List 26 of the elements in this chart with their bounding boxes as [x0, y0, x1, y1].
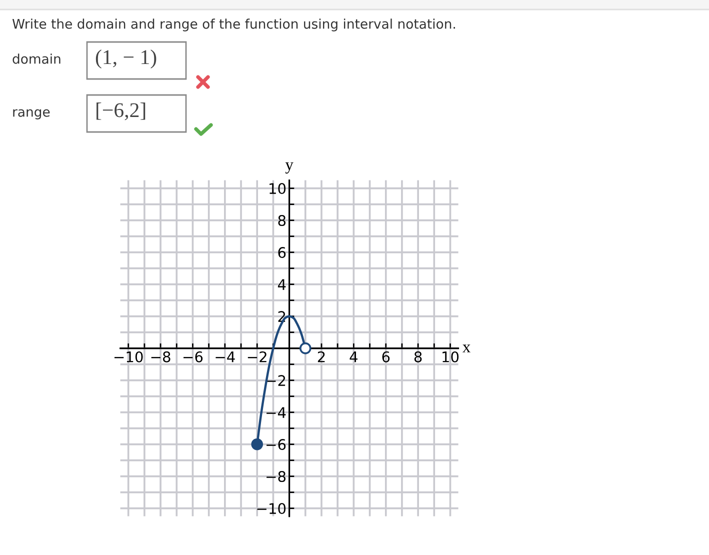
x-tick-label: 8	[414, 351, 422, 362]
text: [−6,2]	[96, 102, 146, 120]
chart-title: Write the domain and range of the function using interval notation.	[12, 18, 455, 32]
x-tick-label: 4	[350, 352, 358, 362]
x-tick-label: 6	[382, 351, 390, 362]
y-tick-label: 4	[278, 279, 286, 290]
x-tick-label: −10	[114, 351, 143, 362]
y-tick-label: −2	[266, 375, 286, 386]
text: domain	[12, 54, 60, 64]
y-axis-title: y	[285, 162, 294, 174]
x-tick-label: 2	[318, 351, 325, 362]
x-tick-label: −4	[216, 352, 235, 362]
text: range	[13, 109, 50, 120]
y-tick-label: 6	[278, 247, 286, 258]
y-tick-label: −4	[266, 407, 286, 418]
x-tick-label: −8	[151, 351, 170, 362]
x-axis-title: x	[462, 344, 470, 352]
y-tick-label: −10	[257, 503, 286, 514]
x-tick-label: −2	[248, 351, 266, 362]
y-tick-label: −8	[266, 471, 286, 482]
x-tick-label: 10	[442, 351, 459, 362]
text: (1, − 1)	[96, 50, 156, 68]
y-tick-label: −6	[266, 439, 286, 450]
y-tick-label: 8	[278, 215, 286, 226]
x-tick-label: −6	[184, 351, 203, 362]
y-tick-label: 10	[270, 183, 286, 194]
